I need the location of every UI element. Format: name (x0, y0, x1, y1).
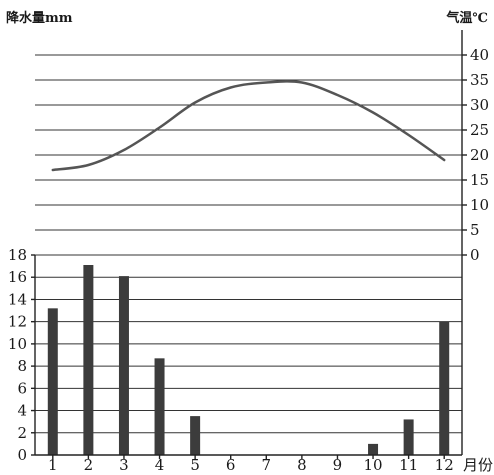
left-tick-label: 12 (8, 313, 27, 331)
precipitation-bar (47, 308, 58, 455)
left-tick-label: 10 (8, 335, 27, 353)
right-axis-ticks: 0 5 10 15 20 25 30 35 40 (462, 46, 489, 264)
right-tick-label: 5 (470, 221, 480, 239)
x-tick-label: 4 (155, 456, 165, 474)
x-tick-label: 3 (119, 456, 129, 474)
x-tick-label: 9 (333, 456, 343, 474)
x-tick-label: 6 (226, 456, 236, 474)
x-tick-label: 1 (48, 456, 58, 474)
precipitation-bar (118, 276, 129, 455)
left-tick-label: 14 (8, 290, 27, 308)
precipitation-bar (403, 419, 414, 455)
precipitation-bar (83, 265, 94, 455)
precipitation-bar (154, 358, 165, 455)
right-tick-label: 35 (470, 71, 489, 89)
temperature-line (51, 80, 446, 172)
left-axis-ticks: 0 2 4 6 8 10 12 14 16 18 (8, 246, 35, 464)
x-axis-ticks: 1 2 3 4 5 6 7 8 9 10 11 12 (48, 455, 454, 474)
left-tick-label: 8 (17, 357, 27, 375)
right-tick-label: 30 (470, 96, 489, 114)
precipitation-bar (439, 321, 450, 455)
left-tick-label: 18 (8, 246, 27, 264)
left-tick-label: 16 (8, 268, 27, 286)
x-tick-label: 11 (399, 456, 418, 474)
right-tick-label: 0 (470, 246, 480, 264)
precipitation-bar (190, 416, 201, 455)
precipitation-bar (368, 443, 379, 455)
left-tick-label: 6 (17, 379, 27, 397)
x-tick-label: 7 (262, 456, 272, 474)
grid-lines (35, 54, 462, 434)
x-tick-label: 8 (297, 456, 307, 474)
x-axis-unit-label: 月份 (463, 456, 493, 474)
right-axis-title: 气温℃ (446, 10, 488, 26)
left-tick-label: 0 (17, 446, 27, 464)
right-tick-label: 25 (470, 121, 489, 139)
left-tick-label: 2 (17, 424, 27, 442)
x-tick-label: 12 (435, 456, 454, 474)
x-tick-label: 10 (363, 456, 382, 474)
precipitation-bars (47, 265, 450, 455)
x-tick-label: 2 (84, 456, 94, 474)
right-tick-label: 15 (470, 171, 489, 189)
right-tick-label: 20 (470, 146, 489, 164)
left-tick-label: 4 (17, 402, 27, 420)
right-tick-label: 10 (470, 196, 489, 214)
x-tick-label: 5 (190, 456, 200, 474)
right-tick-label: 40 (470, 46, 489, 64)
left-axis-title: 降水量mm (6, 10, 73, 26)
